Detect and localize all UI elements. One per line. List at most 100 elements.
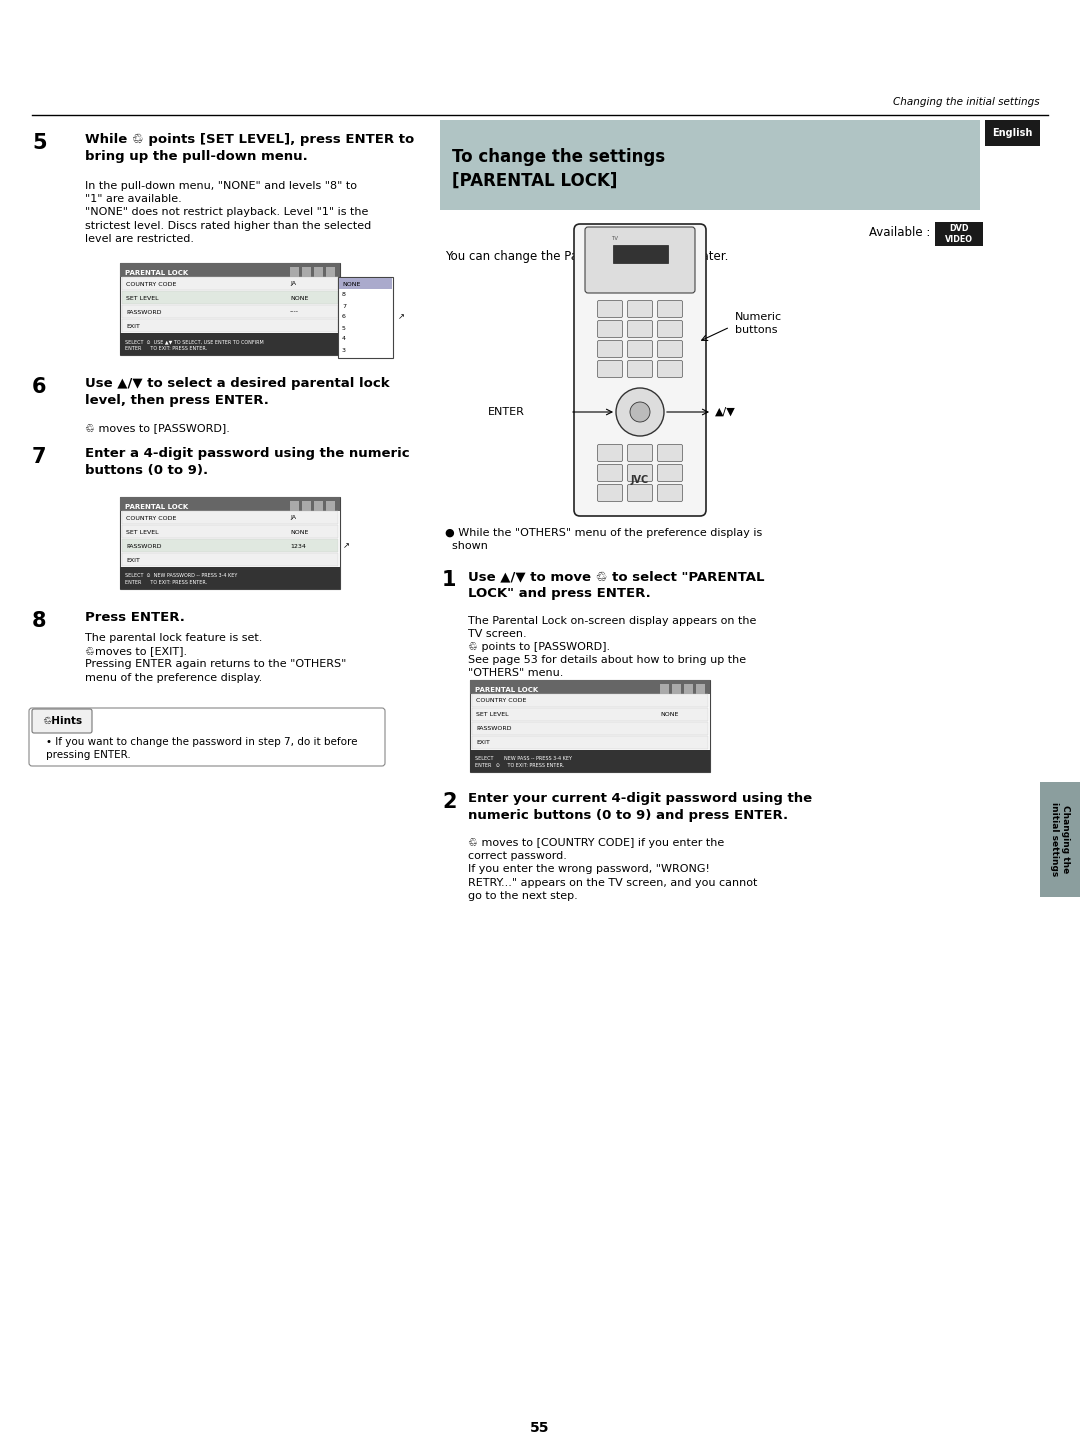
Bar	[470, 680, 710, 695]
Text: 5: 5	[32, 132, 46, 153]
FancyBboxPatch shape	[314, 266, 323, 277]
Text: JA: JA	[291, 281, 296, 287]
Text: JVC: JVC	[631, 475, 649, 485]
Text: Press ENTER.: Press ENTER.	[85, 612, 185, 625]
Bar	[339, 278, 392, 288]
FancyBboxPatch shape	[627, 320, 652, 338]
Text: NONE: NONE	[291, 530, 309, 534]
FancyBboxPatch shape	[573, 224, 706, 515]
Bar	[122, 277, 338, 290]
Bar	[470, 680, 710, 772]
FancyBboxPatch shape	[672, 684, 681, 695]
Text: Use ▲/▼ to select a desired parental lock
level, then press ENTER.: Use ▲/▼ to select a desired parental loc…	[85, 377, 390, 408]
Bar	[470, 750, 710, 772]
Text: To change the settings
[PARENTAL LOCK]: To change the settings [PARENTAL LOCK]	[453, 149, 665, 189]
FancyBboxPatch shape	[291, 266, 299, 277]
FancyBboxPatch shape	[627, 464, 652, 482]
Text: 55: 55	[530, 1421, 550, 1436]
FancyBboxPatch shape	[597, 320, 622, 338]
Text: PARENTAL LOCK: PARENTAL LOCK	[475, 687, 538, 693]
Text: 6: 6	[32, 377, 46, 397]
Bar	[472, 735, 708, 748]
Text: ENTER: ENTER	[488, 408, 525, 416]
FancyBboxPatch shape	[302, 501, 311, 511]
Text: EXIT: EXIT	[476, 741, 490, 745]
Text: SELECT       NEW PASS -- PRESS 3-4 KEY
ENTER   ⊙     TO EXIT: PRESS ENTER.: SELECT NEW PASS -- PRESS 3-4 KEY ENTER ⊙…	[475, 757, 572, 767]
Bar	[122, 304, 338, 317]
FancyBboxPatch shape	[696, 684, 705, 695]
FancyBboxPatch shape	[597, 361, 622, 377]
Text: Enter a 4-digit password using the numeric
buttons (0 to 9).: Enter a 4-digit password using the numer…	[85, 447, 409, 478]
FancyBboxPatch shape	[326, 501, 335, 511]
Text: 8: 8	[342, 293, 346, 297]
Circle shape	[630, 402, 650, 422]
Bar	[120, 264, 340, 355]
Text: The parental lock feature is set.
♲moves to [EXIT].
Pressing ENTER again returns: The parental lock feature is set. ♲moves…	[85, 633, 347, 683]
Text: Numeric
buttons: Numeric buttons	[735, 312, 782, 335]
Text: ----: ----	[291, 310, 299, 314]
Bar	[472, 708, 708, 721]
FancyBboxPatch shape	[627, 444, 652, 462]
Text: DVD
VIDEO: DVD VIDEO	[945, 224, 973, 243]
FancyBboxPatch shape	[684, 684, 693, 695]
Text: ♲ moves to [PASSWORD].: ♲ moves to [PASSWORD].	[85, 424, 230, 432]
Text: ♲Hints: ♲Hints	[42, 716, 82, 727]
Text: Use ▲/▼ to move ♲ to select "PARENTAL
LOCK" and press ENTER.: Use ▲/▼ to move ♲ to select "PARENTAL LO…	[468, 569, 765, 600]
Text: COUNTRY CODE: COUNTRY CODE	[476, 699, 526, 703]
Text: COUNTRY CODE: COUNTRY CODE	[126, 515, 176, 520]
FancyBboxPatch shape	[314, 501, 323, 511]
FancyBboxPatch shape	[29, 708, 384, 766]
Text: ● While the "OTHERS" menu of the preference display is
  shown: ● While the "OTHERS" menu of the prefere…	[445, 529, 762, 552]
FancyBboxPatch shape	[658, 485, 683, 501]
Bar	[472, 695, 708, 708]
Text: SET LEVEL: SET LEVEL	[126, 530, 159, 534]
Text: ♲ points to [PASSWORD].
See page 53 for details about how to bring up the
"OTHER: ♲ points to [PASSWORD]. See page 53 for …	[468, 642, 746, 678]
FancyBboxPatch shape	[326, 266, 335, 277]
FancyBboxPatch shape	[658, 320, 683, 338]
Circle shape	[616, 387, 664, 435]
Text: 2: 2	[442, 792, 457, 812]
Bar	[613, 245, 669, 264]
Text: SELECT  ⊙  NEW PASSWORD -- PRESS 3-4 KEY
ENTER      TO EXIT: PRESS ENTER.: SELECT ⊙ NEW PASSWORD -- PRESS 3-4 KEY E…	[125, 574, 238, 585]
Text: EXIT: EXIT	[126, 323, 140, 329]
Text: ♲ moves to [COUNTRY CODE] if you enter the
correct password.
If you enter the wr: ♲ moves to [COUNTRY CODE] if you enter t…	[468, 839, 757, 901]
Text: English: English	[991, 128, 1032, 138]
Text: NONE: NONE	[342, 281, 361, 287]
Text: 4: 4	[342, 336, 346, 342]
Bar	[122, 291, 338, 304]
Text: COUNTRY CODE: COUNTRY CODE	[126, 281, 176, 287]
Text: ↗: ↗	[343, 542, 350, 550]
Text: ▲/▼: ▲/▼	[715, 408, 735, 416]
Text: While ♲ points [SET LEVEL], press ENTER to
bring up the pull-down menu.: While ♲ points [SET LEVEL], press ENTER …	[85, 132, 415, 163]
Text: 1234: 1234	[291, 543, 306, 549]
Text: SET LEVEL: SET LEVEL	[476, 712, 509, 718]
Text: PARENTAL LOCK: PARENTAL LOCK	[125, 269, 188, 277]
Text: PASSWORD: PASSWORD	[126, 310, 162, 314]
Text: SELECT  ⊙  USE ▲▼ TO SELECT, USE ENTER TO CONFIRM
ENTER      TO EXIT: PRESS ENTE: SELECT ⊙ USE ▲▼ TO SELECT, USE ENTER TO …	[125, 339, 264, 351]
Text: NONE: NONE	[660, 712, 678, 718]
FancyBboxPatch shape	[32, 709, 92, 732]
Text: 5: 5	[342, 326, 346, 331]
FancyBboxPatch shape	[585, 227, 696, 293]
FancyBboxPatch shape	[658, 444, 683, 462]
Text: PASSWORD: PASSWORD	[476, 727, 512, 731]
Text: 7: 7	[342, 303, 346, 309]
Bar	[122, 511, 338, 524]
Text: JA: JA	[291, 515, 296, 520]
Text: The Parental Lock on-screen display appears on the
TV screen.: The Parental Lock on-screen display appe…	[468, 616, 756, 639]
Bar	[1040, 782, 1080, 897]
Bar	[985, 119, 1040, 146]
Text: NONE: NONE	[291, 296, 309, 300]
Text: 1: 1	[442, 569, 457, 590]
FancyBboxPatch shape	[658, 300, 683, 317]
Text: EXIT: EXIT	[126, 558, 140, 562]
Text: • If you want to change the password in step 7, do it before
pressing ENTER.: • If you want to change the password in …	[46, 737, 357, 760]
Bar	[122, 526, 338, 539]
Bar	[440, 119, 980, 210]
FancyBboxPatch shape	[627, 485, 652, 501]
FancyBboxPatch shape	[291, 501, 299, 511]
Text: 7: 7	[32, 447, 46, 467]
FancyBboxPatch shape	[597, 485, 622, 501]
Bar	[122, 319, 338, 332]
Text: Enter your current 4-digit password using the
numeric buttons (0 to 9) and press: Enter your current 4-digit password usin…	[468, 792, 812, 823]
